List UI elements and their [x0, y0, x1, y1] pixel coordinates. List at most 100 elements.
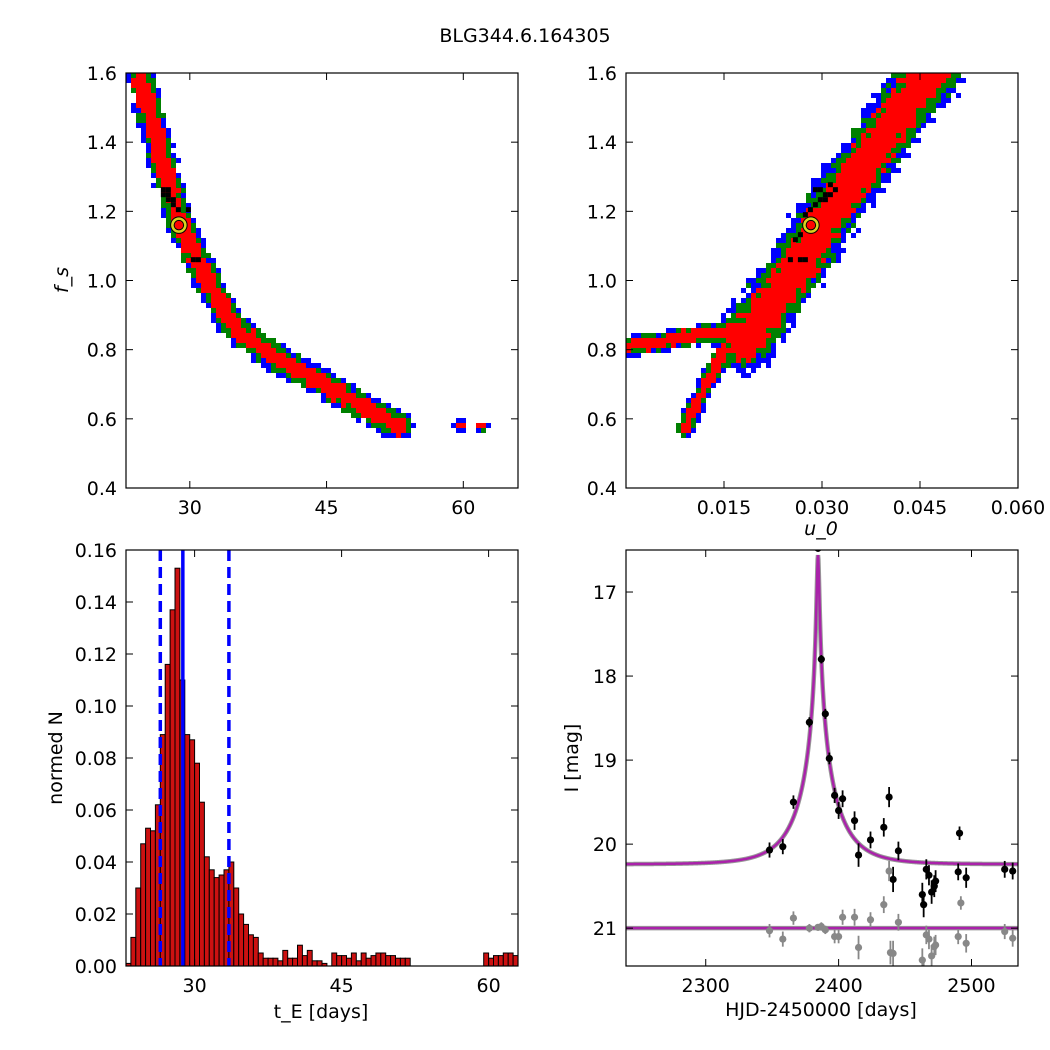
confidence-cell	[176, 193, 181, 198]
confidence-cell	[166, 218, 171, 223]
histogram-bar	[350, 952, 357, 967]
confidence-cell	[186, 243, 191, 248]
confidence-cell	[191, 228, 196, 233]
confidence-cell	[916, 93, 921, 98]
confidence-cell	[386, 428, 391, 433]
confidence-cell	[886, 83, 891, 88]
confidence-cell	[336, 403, 341, 408]
confidence-cell	[746, 343, 751, 348]
confidence-cell	[776, 243, 781, 248]
fs-u0-ytick-label: 0.8	[587, 340, 617, 362]
confidence-cell	[631, 343, 636, 348]
confidence-cell	[786, 328, 791, 333]
confidence-cell	[881, 93, 886, 98]
confidence-cell	[741, 303, 746, 308]
confidence-cell	[861, 183, 866, 188]
confidence-cell	[941, 78, 946, 83]
confidence-cell	[366, 398, 371, 403]
confidence-cell	[696, 408, 701, 413]
confidence-cell	[291, 353, 296, 358]
confidence-cell	[826, 218, 831, 223]
confidence-cell	[666, 328, 671, 333]
confidence-cell	[646, 333, 651, 338]
confidence-cell	[751, 293, 756, 298]
confidence-cell	[131, 78, 136, 83]
confidence-cell	[726, 348, 731, 353]
confidence-cell	[221, 328, 226, 333]
confidence-cell	[266, 358, 271, 363]
confidence-cell	[386, 408, 391, 413]
confidence-cell	[921, 73, 926, 78]
confidence-cell	[886, 138, 891, 143]
confidence-cell	[836, 258, 841, 263]
confidence-cell	[851, 213, 856, 218]
confidence-cell	[706, 393, 711, 398]
confidence-cell	[166, 158, 171, 163]
confidence-cell	[721, 358, 726, 363]
confidence-cell	[226, 313, 231, 318]
confidence-cell	[371, 403, 376, 408]
confidence-cell	[756, 348, 761, 353]
confidence-cell	[721, 368, 726, 373]
confidence-cell	[276, 368, 281, 373]
confidence-cell	[151, 113, 156, 118]
confidence-cell	[701, 378, 706, 383]
confidence-cell	[711, 383, 716, 388]
confidence-cell	[146, 153, 151, 158]
confidence-cell	[906, 108, 911, 113]
confidence-cell	[696, 388, 701, 393]
confidence-cell	[146, 158, 151, 163]
confidence-cell	[191, 233, 196, 238]
confidence-cell	[686, 343, 691, 348]
histogram-bar	[395, 957, 401, 967]
confidence-cell	[156, 138, 161, 143]
confidence-cell	[826, 198, 831, 203]
confidence-cell	[756, 353, 761, 358]
confidence-cell	[876, 173, 881, 178]
confidence-cell	[696, 418, 701, 423]
confidence-cell	[861, 143, 866, 148]
confidence-cell	[886, 93, 891, 98]
confidence-cell	[396, 413, 401, 418]
confidence-cell	[176, 203, 181, 208]
confidence-cell	[216, 313, 221, 318]
confidence-cell	[236, 343, 241, 348]
confidence-cell	[831, 233, 836, 238]
confidence-cell	[846, 218, 851, 223]
confidence-cell	[946, 98, 951, 103]
confidence-cell-core	[802, 257, 808, 263]
confidence-cell	[731, 363, 736, 368]
histogram-bar	[316, 960, 323, 967]
confidence-cell	[686, 338, 691, 343]
confidence-cell	[886, 123, 891, 128]
confidence-cell	[926, 78, 931, 83]
confidence-cell	[706, 373, 711, 378]
confidence-cell	[866, 148, 871, 153]
confidence-cell	[176, 178, 181, 183]
confidence-cell	[241, 323, 246, 328]
confidence-cell	[956, 78, 961, 83]
confidence-cell	[801, 298, 806, 303]
confidence-cell	[771, 353, 776, 358]
confidence-cell	[806, 268, 811, 273]
confidence-cell	[221, 303, 226, 308]
confidence-cell	[161, 158, 166, 163]
confidence-cell-core	[822, 197, 828, 203]
confidence-cell	[711, 333, 716, 338]
confidence-cell	[766, 318, 771, 323]
confidence-cell	[486, 423, 491, 428]
confidence-cell	[381, 433, 386, 438]
confidence-cell	[841, 233, 846, 238]
confidence-cell	[871, 108, 876, 113]
confidence-cell	[786, 253, 791, 258]
histogram-bar	[502, 952, 509, 967]
confidence-cell	[901, 88, 906, 93]
confidence-cell	[751, 333, 756, 338]
confidence-cell	[206, 273, 211, 278]
confidence-cell	[401, 433, 406, 438]
confidence-cell	[856, 158, 861, 163]
confidence-cell	[131, 103, 136, 108]
confidence-cell	[786, 313, 791, 318]
confidence-cell	[871, 103, 876, 108]
confidence-cell-core	[165, 192, 171, 198]
